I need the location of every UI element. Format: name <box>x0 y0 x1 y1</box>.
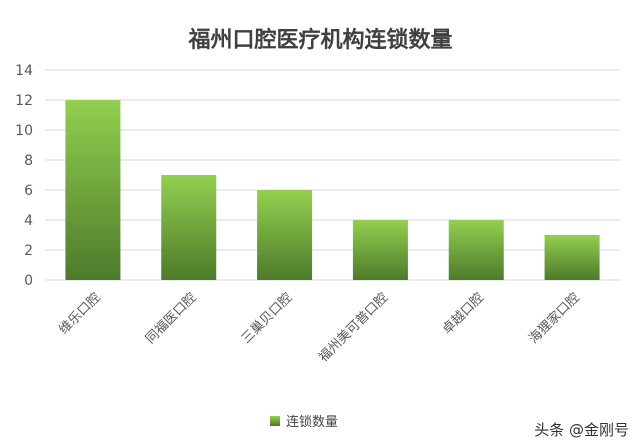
bar <box>448 220 504 280</box>
bar <box>257 190 313 280</box>
bar <box>544 235 600 280</box>
x-tick-label: 维乐口腔 <box>56 290 103 337</box>
y-tick-label: 4 <box>24 213 33 229</box>
y-tick-label: 10 <box>15 123 33 139</box>
y-axis-ticks: 0 2 4 6 8 10 12 14 <box>15 63 33 289</box>
legend: 连锁数量 <box>270 411 338 430</box>
bar <box>352 220 408 280</box>
x-tick-label: 同福医口腔 <box>143 290 200 347</box>
bar <box>161 175 217 280</box>
x-axis-ticks: 维乐口腔 同福医口腔 三巢贝口腔 福州美可普口腔 卓越口腔 海狸家口腔 <box>56 290 583 366</box>
y-tick-label: 8 <box>24 153 33 169</box>
y-tick-label: 12 <box>15 93 33 109</box>
grid-lines <box>45 69 620 281</box>
legend-label: 连锁数量 <box>286 415 339 430</box>
bar <box>65 100 121 280</box>
legend-swatch <box>270 415 280 426</box>
watermark: 头条 @金刚号 <box>534 421 629 439</box>
bars <box>65 100 600 280</box>
y-tick-label: 0 <box>24 273 33 289</box>
x-tick-label: 海狸家口腔 <box>526 290 583 347</box>
x-tick-label: 三巢贝口腔 <box>239 290 296 347</box>
x-tick-label: 卓越口腔 <box>440 290 487 337</box>
y-tick-label: 14 <box>15 63 33 79</box>
x-tick-label: 福州美可普口腔 <box>316 290 391 365</box>
chart-title: 福州口腔医疗机构连锁数量 <box>188 28 453 53</box>
y-tick-label: 2 <box>24 243 33 259</box>
y-tick-label: 6 <box>24 183 33 199</box>
